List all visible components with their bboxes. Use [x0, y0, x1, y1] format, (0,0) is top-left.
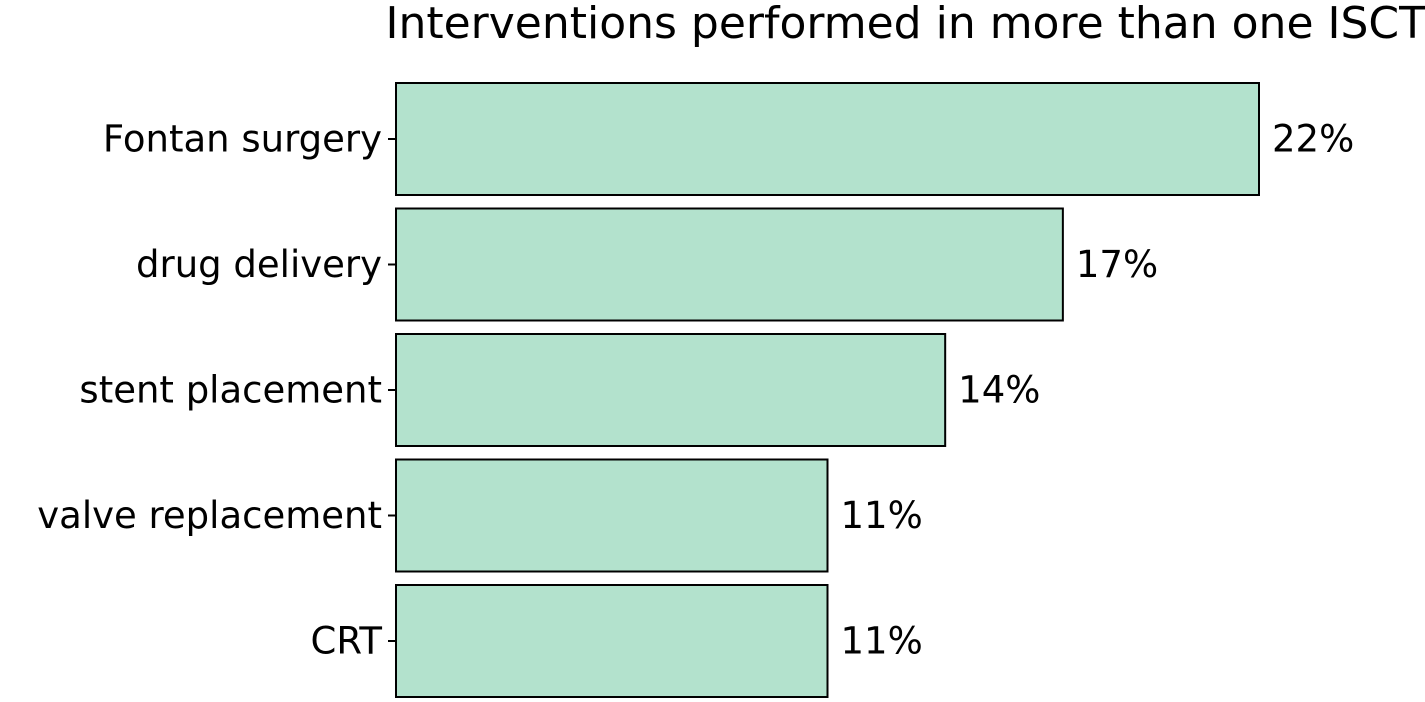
bar-stent-placement	[395, 333, 947, 447]
bars-layer: Fontan surgery 22% drug delivery 17% stent p…	[37, 82, 1354, 698]
chart-title: Interventions performed in more than one…	[385, 0, 1425, 49]
y-tick-label: valve replacement	[37, 494, 382, 537]
bar-crt	[395, 584, 829, 698]
bar-value-label: 22%	[1272, 118, 1354, 161]
y-tick-label: CRT	[311, 620, 383, 663]
bar-value-label: 17%	[1076, 243, 1158, 286]
bar-value-label: 11%	[841, 620, 923, 663]
bar-valve-replacement	[395, 458, 829, 573]
bar-value-label: 11%	[841, 494, 923, 537]
y-tick-label: stent placement	[79, 369, 382, 412]
y-tick-label: drug delivery	[136, 243, 382, 286]
bar-value-label: 14%	[958, 369, 1040, 412]
y-tick-label: Fontan surgery	[103, 118, 382, 161]
bar-fontan-surgery	[395, 82, 1260, 196]
bar-drug-delivery	[395, 207, 1064, 322]
